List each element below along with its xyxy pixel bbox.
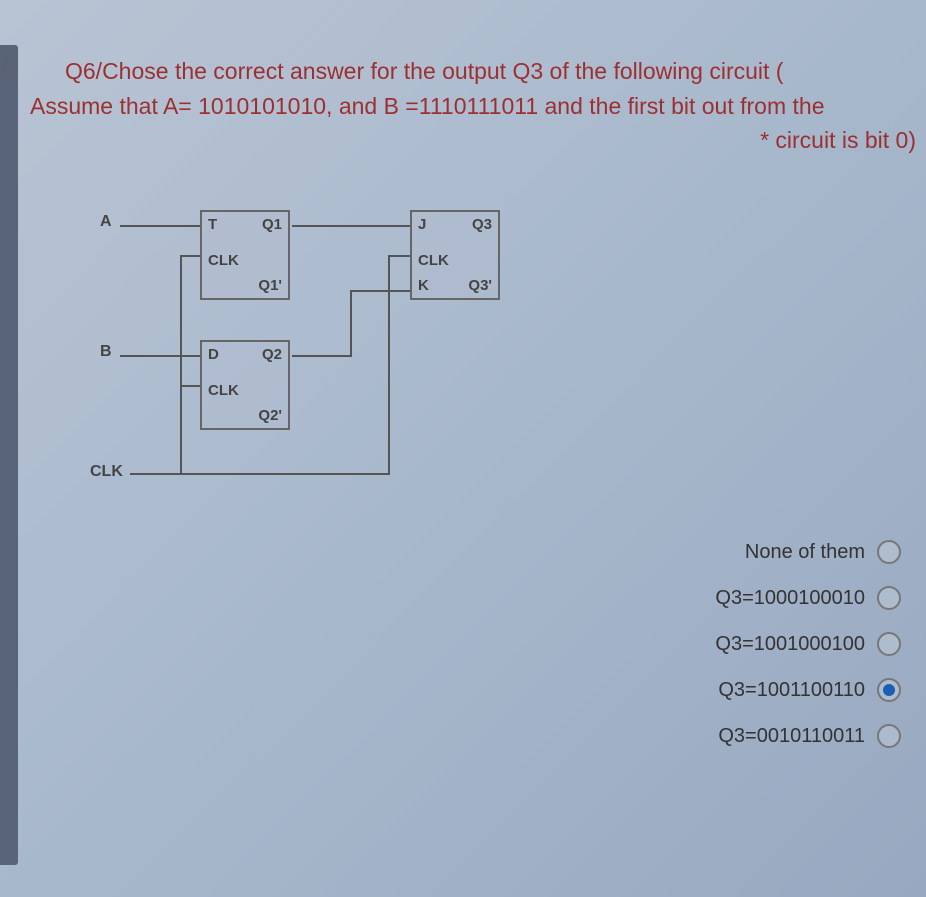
ff2-clk-label: CLK xyxy=(208,382,239,399)
signal-a-label: A xyxy=(100,213,112,231)
ff1-clk-label: CLK xyxy=(208,252,239,269)
wire-q2-k xyxy=(350,290,410,292)
ff1-qbar-label: Q1' xyxy=(258,277,282,294)
ff1-t-label: T xyxy=(208,216,217,233)
option-3[interactable]: Q3=1001100110 xyxy=(718,678,901,702)
wire-q1-j xyxy=(292,225,410,227)
question-line-1: Q6/Chose the correct answer for the outp… xyxy=(30,54,926,89)
question-index: 7 xyxy=(0,56,10,77)
ff2-qbar-label: Q2' xyxy=(258,407,282,424)
flipflop-jk: J Q3 CLK K Q3' xyxy=(410,210,500,300)
wire-clk-ff1-v xyxy=(180,255,182,473)
flipflop-d: D Q2 CLK Q2' xyxy=(200,340,290,430)
option-1[interactable]: Q3=1000100010 xyxy=(715,586,901,610)
wire-q2-v xyxy=(350,290,352,357)
option-0[interactable]: None of them xyxy=(745,540,901,564)
option-4[interactable]: Q3=0010110011 xyxy=(718,724,901,748)
option-2-label: Q3=1001000100 xyxy=(715,633,865,656)
option-3-radio[interactable] xyxy=(877,678,901,702)
wire-clk-ff1-h xyxy=(180,255,200,257)
ff3-k-label: K xyxy=(418,277,429,294)
flipflop-t: T Q1 CLK Q1' xyxy=(200,210,290,300)
wire-clk-ff3-v xyxy=(388,255,390,473)
answer-options: None of them Q3=1000100010 Q3=1001000100… xyxy=(715,540,901,748)
wire-clk-main xyxy=(130,473,390,475)
question-line-2: Assume that A= 1010101010, and B =111011… xyxy=(30,89,926,124)
option-2[interactable]: Q3=1001000100 xyxy=(715,632,901,656)
wire-q2-h xyxy=(292,355,352,357)
ff1-q-label: Q1 xyxy=(262,216,282,233)
option-0-label: None of them xyxy=(745,541,865,564)
ff2-q-label: Q2 xyxy=(262,346,282,363)
question-line-3: * circuit is bit 0) xyxy=(30,123,926,158)
question-text: Q6/Chose the correct answer for the outp… xyxy=(30,54,926,158)
ff3-q-label: Q3 xyxy=(472,216,492,233)
signal-b-label: B xyxy=(100,343,112,361)
wire-a xyxy=(120,225,200,227)
option-1-label: Q3=1000100010 xyxy=(715,587,865,610)
circuit-diagram: A T Q1 CLK Q1' J Q3 CLK K Q3' B D Q2 CLK… xyxy=(60,205,580,505)
option-4-radio[interactable] xyxy=(877,724,901,748)
option-0-radio[interactable] xyxy=(877,540,901,564)
signal-clk-label: CLK xyxy=(90,463,123,481)
page-binding-edge xyxy=(0,45,18,865)
option-2-radio[interactable] xyxy=(877,632,901,656)
wire-clk-ff2-h xyxy=(180,385,200,387)
ff3-j-label: J xyxy=(418,216,426,233)
wire-clk-ff3-h xyxy=(388,255,410,257)
wire-b xyxy=(120,355,200,357)
ff3-qbar-label: Q3' xyxy=(468,277,492,294)
ff3-clk-label: CLK xyxy=(418,252,449,269)
option-4-label: Q3=0010110011 xyxy=(718,725,865,748)
option-3-label: Q3=1001100110 xyxy=(718,679,865,702)
ff2-d-label: D xyxy=(208,346,219,363)
option-1-radio[interactable] xyxy=(877,586,901,610)
